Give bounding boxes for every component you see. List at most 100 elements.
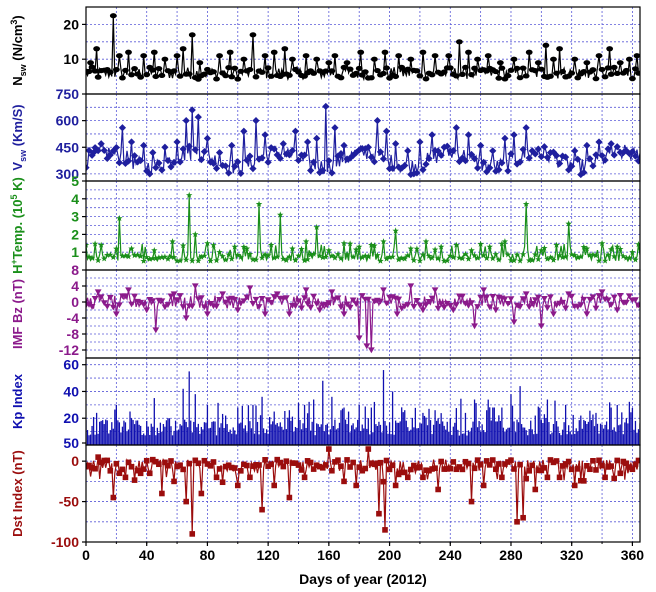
nsw-point [445, 53, 453, 59]
nsw-point [455, 39, 463, 45]
vsw-point [631, 152, 640, 160]
dst-point [520, 514, 526, 521]
nsw-point [140, 53, 148, 59]
dst-point [517, 461, 523, 468]
vsw-point [455, 157, 463, 166]
kp-ytick-label: 50 [63, 435, 79, 451]
nsw-point [525, 49, 533, 55]
dst-point [332, 459, 338, 465]
temp-point [322, 253, 329, 260]
dst-point [192, 457, 199, 464]
vsw-point [86, 164, 90, 172]
nsw-ytick-label: 20 [63, 16, 79, 32]
imfbz-point [592, 305, 600, 312]
nsw-point [240, 56, 248, 62]
vsw-point [464, 131, 473, 139]
temp-point [198, 253, 205, 260]
temp-point [151, 247, 158, 254]
temp-point [97, 241, 105, 248]
nsw-point [261, 53, 269, 59]
temp-point [313, 223, 320, 230]
dst-point [365, 446, 372, 452]
vsw-point [382, 127, 391, 135]
imfbz-point [246, 285, 254, 292]
vsw-point [170, 158, 178, 166]
imfbz-point [537, 323, 545, 330]
temp-point [328, 252, 336, 259]
temp-point [371, 242, 378, 249]
nsw-point [613, 70, 621, 77]
temp-point [513, 251, 521, 258]
imfbz-point [176, 293, 184, 299]
dst-point [307, 459, 314, 466]
kp-ylabel: Kp Index [10, 373, 25, 429]
vsw-point [589, 162, 597, 170]
vsw-point [486, 164, 494, 172]
temp-point [419, 251, 427, 258]
temp-point [302, 238, 310, 245]
temp-point [535, 256, 542, 263]
temp-point [507, 257, 515, 264]
dst-point [468, 498, 475, 505]
panel-dst: -100 -50 0 Dst Index (nT) [10, 444, 641, 550]
vsw-point [304, 138, 312, 146]
temp-point [529, 256, 536, 263]
vsw-point [319, 166, 327, 174]
temp-point [164, 255, 172, 262]
dst-point [195, 460, 202, 467]
dst-point [177, 462, 183, 468]
imfbz-point [115, 302, 123, 309]
temp-point [310, 250, 317, 257]
dst-point [602, 474, 608, 481]
temp-point [444, 257, 451, 264]
temp-point [286, 253, 293, 260]
temp-point [131, 252, 138, 259]
temp-point [462, 250, 469, 257]
temp-point [346, 240, 354, 247]
dst-point [526, 468, 532, 474]
temp-point [495, 256, 503, 263]
dst-point [110, 494, 117, 501]
dst-point [198, 490, 205, 497]
imfbz-point [425, 298, 433, 305]
temp-point [483, 254, 490, 261]
imfbz-point [577, 302, 585, 309]
nsw-point [568, 70, 576, 76]
nsw-point [504, 73, 512, 79]
nsw-point [93, 46, 101, 52]
vsw-point [161, 143, 169, 151]
vsw-point [182, 117, 190, 125]
vsw-point [340, 141, 348, 150]
temp-point [562, 253, 569, 260]
temp-point [598, 239, 606, 247]
imfbz-point [231, 296, 239, 303]
temp-point [340, 239, 348, 247]
temp-point [580, 243, 588, 250]
nsw-point [310, 70, 318, 76]
dst-point [529, 462, 536, 469]
temp-point [201, 252, 208, 259]
temp-point [277, 211, 284, 218]
vsw-point [322, 102, 330, 111]
panel-vsw: 300 450 600 750 Vsw (Km/S) [10, 86, 641, 182]
imfbz-point [586, 296, 594, 303]
dst-point [477, 461, 484, 468]
vsw-point [179, 145, 187, 153]
nsw-point [395, 53, 403, 59]
temp-point [216, 248, 223, 255]
temp-point [550, 256, 557, 263]
dst-point [335, 457, 341, 463]
temp-point [565, 220, 572, 227]
dst-point [353, 482, 359, 489]
dst-point [489, 457, 496, 463]
nsw-point [459, 71, 466, 77]
imfbz-point [419, 307, 427, 314]
imfbz-point [125, 287, 132, 294]
temp-point [468, 247, 475, 254]
dst-point [238, 468, 244, 474]
temp-point [292, 256, 299, 263]
dst-point [347, 464, 353, 470]
vsw-point [231, 162, 239, 171]
